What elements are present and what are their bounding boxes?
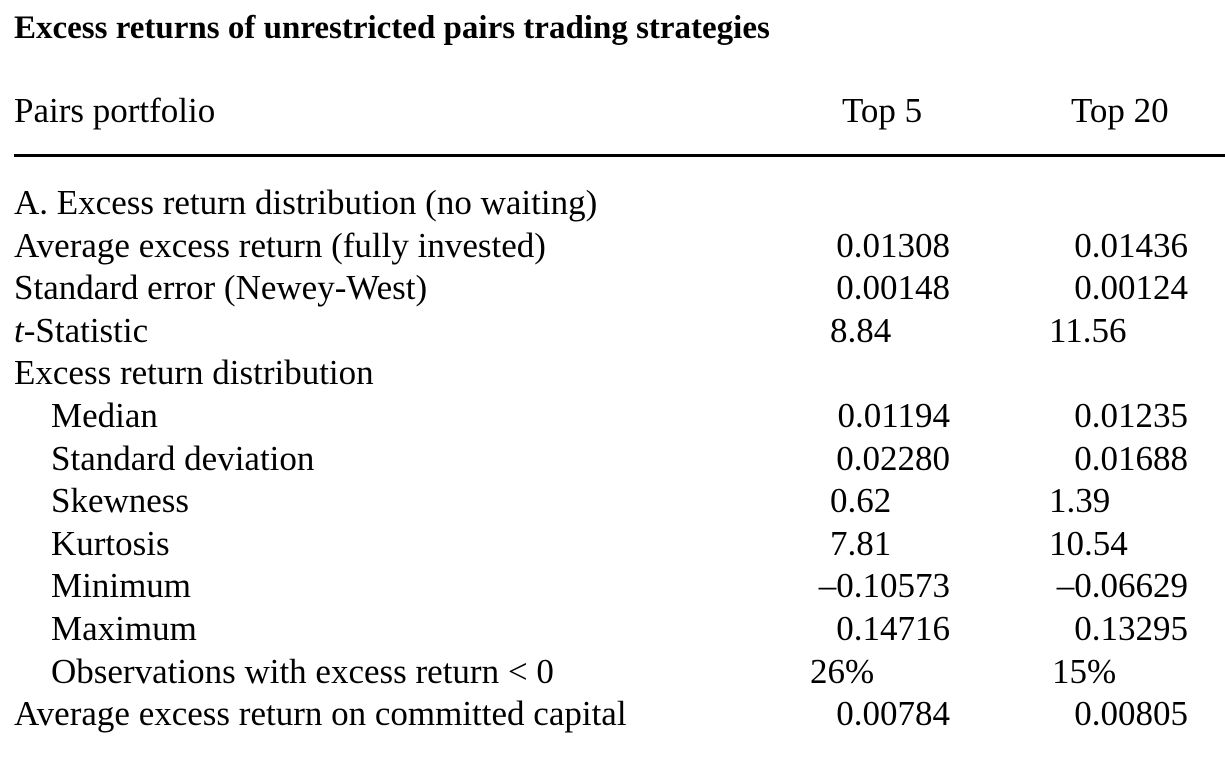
- table-row-standard-error: Standard error (Newey-West) 0.00148 0.00…: [0, 267, 1225, 310]
- row-label: Minimum: [51, 566, 192, 606]
- row-label: Standard deviation: [51, 438, 315, 478]
- row-label: Maximum: [51, 608, 197, 648]
- row-label: Average excess return (fully invested): [14, 225, 546, 265]
- table-row-committed-capital: Average excess return on committed capit…: [0, 693, 1225, 736]
- table-row-kurtosis: Kurtosis 7.81 10.54: [0, 523, 1225, 566]
- value-top-5: 0.02280: [836, 438, 950, 478]
- section-a-heading: A. Excess return distribution (no waitin…: [14, 183, 598, 222]
- value-top-5: 7.81: [830, 523, 892, 563]
- value-top-5: 0.62: [830, 481, 892, 521]
- value-top-5: –0.10573: [818, 566, 950, 606]
- table-row-minimum: Minimum –0.10573 –0.06629: [0, 565, 1225, 608]
- value-top-5: 0.01194: [837, 395, 950, 435]
- section-a-heading-row: A. Excess return distribution (no waitin…: [0, 182, 1225, 225]
- value-top-20: 1.39: [1049, 481, 1111, 521]
- row-label: Median: [51, 395, 158, 435]
- value-top-20: 0.00805: [1074, 694, 1188, 734]
- row-label: t-Statistic: [14, 310, 148, 352]
- row-label: Standard error (Newey-West): [14, 268, 428, 308]
- table-row-standard-deviation: Standard deviation 0.02280 0.01688: [0, 438, 1225, 481]
- value-top-5: 8.84: [830, 310, 892, 350]
- table-title: Excess returns of unrestricted pairs tra…: [14, 10, 770, 46]
- table-row-negative-observations: Observations with excess return < 0 26% …: [0, 651, 1225, 694]
- distribution-heading-row: Excess return distribution: [0, 352, 1225, 395]
- column-header-top-5: Top 5: [842, 91, 923, 130]
- table-row-maximum: Maximum 0.14716 0.13295: [0, 608, 1225, 651]
- value-top-20: –0.06629: [1056, 566, 1188, 606]
- value-top-20: 0.01436: [1074, 225, 1188, 265]
- value-top-20: 0.00124: [1074, 268, 1188, 308]
- results-table: A. Excess return distribution (no waitin…: [0, 182, 1225, 736]
- value-top-20: 0.01688: [1074, 438, 1188, 478]
- table-row-skewness: Skewness 0.62 1.39: [0, 480, 1225, 523]
- value-top-5: 0.14716: [836, 608, 950, 648]
- t-symbol: t: [14, 310, 24, 350]
- value-top-5: 26%: [810, 651, 875, 691]
- t-statistic-suffix: -Statistic: [23, 310, 149, 350]
- row-label: Average excess return on committed capit…: [14, 694, 627, 734]
- value-top-20: 0.13295: [1074, 608, 1188, 648]
- value-top-20: 10.54: [1049, 523, 1128, 563]
- value-top-20: 11.56: [1049, 310, 1127, 350]
- table-row-average-excess-return: Average excess return (fully invested) 0…: [0, 225, 1225, 268]
- table-row-t-statistic: t-Statistic 8.84 11.56: [0, 310, 1225, 353]
- value-top-20: 0.01235: [1074, 395, 1188, 435]
- column-header-pairs-portfolio: Pairs portfolio: [14, 91, 216, 130]
- distribution-heading: Excess return distribution: [14, 353, 374, 393]
- header-rule: [14, 154, 1225, 157]
- value-top-5: 0.00784: [836, 694, 950, 734]
- column-header-top-20: Top 20: [1071, 91, 1169, 130]
- table-row-median: Median 0.01194 0.01235: [0, 395, 1225, 438]
- value-top-5: 0.01308: [836, 225, 950, 265]
- row-label: Observations with excess return < 0: [51, 651, 554, 691]
- value-top-20: 15%: [1052, 651, 1117, 691]
- row-label: Skewness: [51, 481, 190, 521]
- row-label: Kurtosis: [51, 523, 170, 563]
- value-top-5: 0.00148: [836, 268, 950, 308]
